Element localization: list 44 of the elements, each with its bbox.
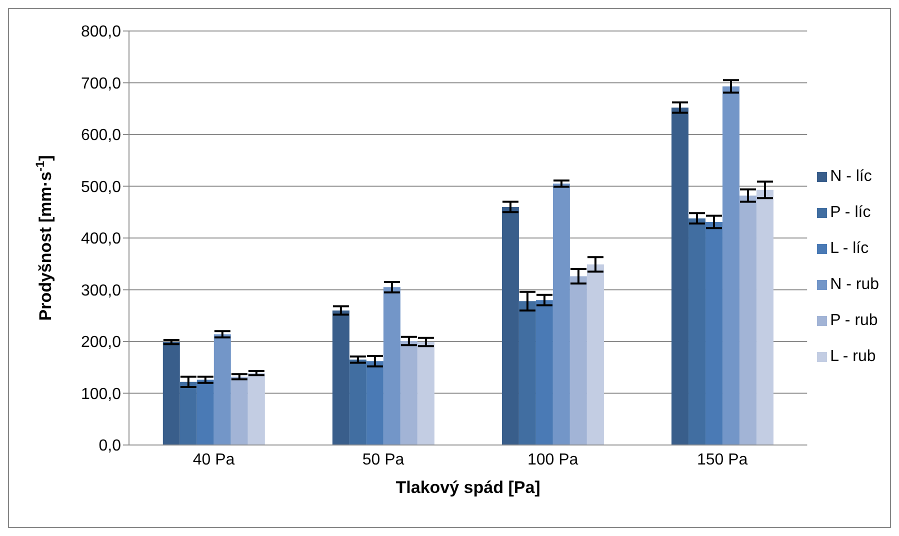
bar: [417, 342, 434, 445]
y-tick-label: 600,0: [80, 127, 122, 144]
bar: [383, 287, 400, 445]
legend-label: L - líc: [830, 240, 869, 258]
bar: [400, 340, 418, 445]
y-tick-label: 300,0: [80, 282, 122, 300]
bar: [688, 218, 706, 445]
y-tick-label: 400,0: [80, 230, 122, 248]
x-tick-label: 100 Pa: [527, 451, 578, 468]
x-tick-label: 50 Pa: [362, 451, 404, 468]
bar: [196, 380, 214, 445]
legend-label: N - rub: [830, 276, 879, 294]
y-tick-label: 200,0: [80, 334, 122, 352]
y-tick-label: 500,0: [80, 178, 122, 196]
bar: [248, 373, 265, 445]
legend-label: P - rub: [830, 312, 878, 330]
y-tick-label: 100,0: [80, 386, 122, 403]
bar: [366, 361, 384, 445]
bar: [214, 334, 231, 445]
legend-label: N - líc: [830, 168, 872, 186]
bar: [671, 108, 688, 445]
y-tick-label: 0,0: [98, 438, 122, 455]
y-tick-label: 800,0: [80, 24, 122, 41]
legend-label: P - líc: [830, 204, 871, 222]
x-axis-title: Tlakový spád [Pa]: [396, 478, 540, 497]
bar: [722, 86, 740, 445]
bar: [180, 382, 197, 445]
bar: [518, 301, 536, 445]
bar: [162, 342, 180, 445]
bar: [349, 360, 366, 445]
bar: [536, 300, 553, 445]
bar: [739, 196, 756, 445]
y-tick-label: 700,0: [80, 75, 122, 92]
bar: [552, 184, 570, 445]
x-tick-label: 40 Pa: [192, 451, 235, 468]
bar: [332, 310, 350, 445]
x-tick-label: 150 Pa: [696, 451, 748, 468]
bar: [230, 376, 248, 445]
bar: [570, 276, 587, 445]
bar: [586, 264, 604, 445]
bar: [756, 190, 774, 445]
bar: [705, 222, 722, 445]
legend-label: L - rub: [830, 348, 876, 366]
bar: [502, 206, 519, 445]
